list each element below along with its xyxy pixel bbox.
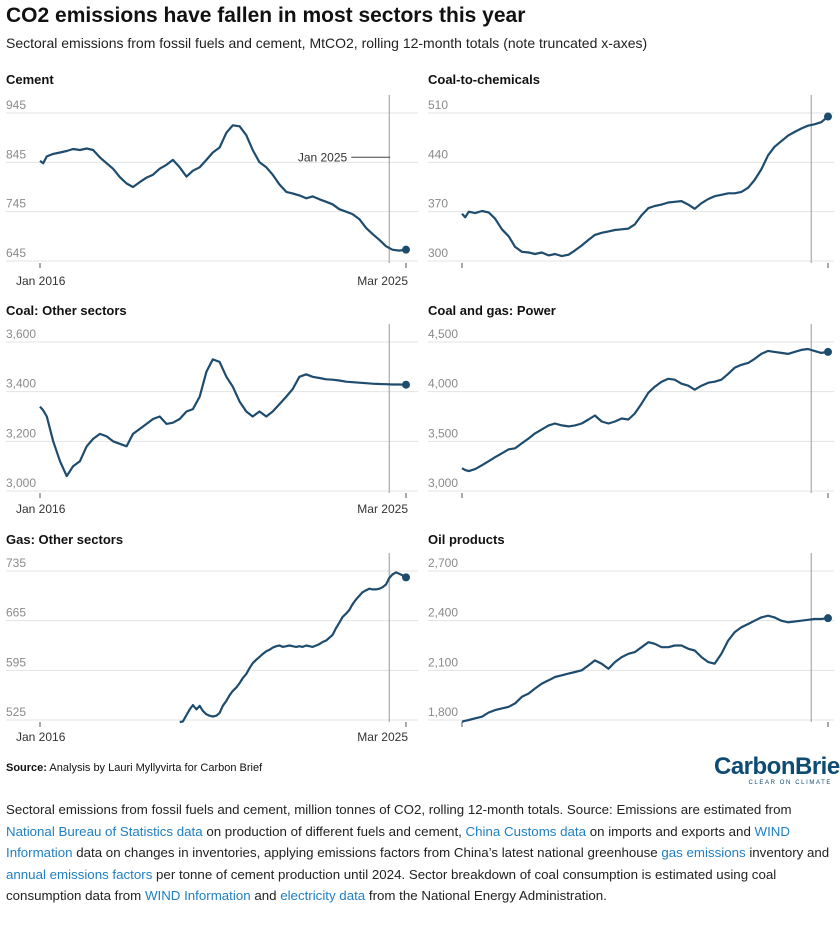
x-tick-label: Mar 2025	[357, 730, 408, 744]
logo-tagline: CLEAR ON CLIMATE	[748, 780, 832, 786]
caption-text: Sectoral emissions from fossil fuels and…	[6, 802, 792, 817]
caption-text: on production of different fuels and cem…	[202, 823, 466, 839]
series-line	[39, 124, 407, 252]
x-tick-label: Mar 2025	[357, 274, 408, 288]
y-tick-label: 595	[6, 655, 26, 669]
x-tick-label: Jan 2016	[16, 730, 66, 744]
y-tick-label: 370	[428, 197, 448, 211]
y-tick-label: 3,600	[6, 327, 36, 341]
link-wind-information-2[interactable]: WIND Information	[144, 888, 251, 904]
chart-title: CO2 emissions have fallen in most sector…	[6, 4, 526, 27]
end-point-marker	[824, 112, 832, 121]
chart-subtitle: Sectoral emissions from fossil fuels and…	[6, 35, 648, 51]
y-tick-label: 4,500	[428, 327, 458, 341]
series-line	[461, 115, 829, 258]
y-tick-label: 645	[6, 246, 26, 260]
x-tick-label: Jan 2016	[16, 274, 66, 288]
y-tick-label: 3,400	[6, 377, 36, 391]
link-nbs-data[interactable]: National Bureau of Statistics data	[6, 823, 203, 839]
panel-title-coal-to-chemicals: Coal-to-chemicals	[428, 72, 540, 87]
caption-text: inventory and	[745, 845, 830, 861]
caption-text: and	[250, 888, 281, 904]
link-china-customs[interactable]: China Customs data	[465, 823, 587, 839]
series-line	[461, 614, 829, 723]
series-line	[179, 571, 407, 724]
y-tick-label: 3,200	[6, 426, 36, 440]
y-tick-label: 3,000	[6, 476, 36, 490]
y-tick-label: 745	[6, 197, 26, 211]
link-electricity-data[interactable]: electricity data	[280, 888, 366, 904]
y-tick-label: 2,700	[428, 556, 458, 570]
source-label: Source:	[6, 762, 47, 774]
panel-title-coal-other: Coal: Other sectors	[6, 303, 127, 318]
y-tick-label: 845	[6, 147, 26, 161]
y-tick-label: 665	[6, 606, 26, 620]
panel-title-coal-gas-power: Coal and gas: Power	[428, 303, 556, 318]
small-multiples: Cement Coal-to-chemicals Coal: Other sec…	[6, 72, 834, 744]
caption-text: data on changes in inventories, applying…	[72, 845, 662, 861]
link-annual-emissions-factors[interactable]: annual emissions factors	[6, 866, 153, 882]
link-wind-information[interactable]: WIND Information	[6, 823, 790, 861]
y-tick-label: 4,000	[428, 377, 458, 391]
caption-text: from the National Energy Administration.	[365, 888, 607, 904]
caption-text: on imports and exports and	[586, 823, 755, 839]
x-tick-label: Jan 2016	[16, 502, 66, 516]
y-tick-label: 2,400	[428, 606, 458, 620]
y-tick-label: 945	[6, 98, 26, 112]
y-tick-label: 735	[6, 556, 26, 570]
charts-canvas: 645 745 845 945 Jan 2016 Mar 2025 Jan 2025 300 3…	[6, 95, 834, 744]
y-tick-label: 510	[428, 98, 448, 112]
source-line: Source: Analysis by Lauri Myllyvirta for…	[6, 762, 262, 774]
x-tick-label: Mar 2025	[357, 502, 408, 516]
y-tick-label: 1,800	[428, 705, 458, 719]
source-text: Analysis by Lauri Myllyvirta for Carbon …	[49, 762, 263, 774]
series-line	[461, 347, 829, 473]
y-tick-label: 3,000	[428, 476, 458, 490]
end-point-marker	[824, 347, 832, 356]
y-tick-label: 3,500	[428, 426, 458, 440]
panel-title-oil-products: Oil products	[428, 532, 505, 547]
end-point-marker	[824, 614, 832, 623]
panel-title-gas-other: Gas: Other sectors	[6, 532, 124, 547]
y-tick-label: 2,100	[428, 655, 458, 669]
logo-wordmark: CarbonBrief	[714, 753, 840, 780]
y-tick-label: 525	[6, 705, 26, 719]
end-point-marker	[402, 573, 410, 582]
carbonbrief-logo: CarbonBrief CLEAR ON CLIMATE	[714, 753, 840, 798]
end-point-marker	[402, 380, 410, 389]
annotation-label: Jan 2025	[298, 150, 348, 164]
end-point-marker	[402, 245, 410, 254]
y-tick-label: 440	[428, 147, 448, 161]
link-gas-emissions[interactable]: gas emissions	[661, 845, 746, 861]
panel-title-cement: Cement	[6, 72, 54, 87]
caption-text: per tonne of cement production until 202…	[6, 866, 777, 904]
y-tick-label: 300	[428, 246, 448, 260]
series-line	[39, 358, 407, 478]
figure-caption: Sectoral emissions from fossil fuels and…	[6, 799, 834, 907]
